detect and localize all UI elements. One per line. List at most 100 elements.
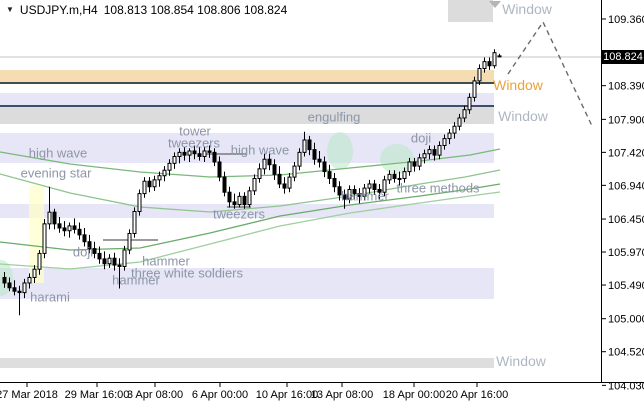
- candle-body: [347, 188, 352, 200]
- chart-symbol-period: USDJPY.m,H4: [19, 3, 98, 17]
- candle-body: [482, 61, 487, 69]
- candle-body: [327, 171, 332, 179]
- candle-body: [17, 290, 22, 294]
- price-zone-band: [0, 105, 494, 107]
- candle-body: [82, 234, 87, 243]
- candle-body: [342, 194, 347, 200]
- candle-body: [222, 176, 227, 193]
- candle-body: [192, 150, 197, 155]
- candle-body: [167, 162, 172, 171]
- candle-body: [117, 264, 122, 267]
- price-axis-label: 104.520: [608, 347, 644, 359]
- candle-body: [92, 248, 97, 254]
- candle-body: [97, 252, 102, 260]
- candle-body: [292, 165, 297, 178]
- price-zone-band: [448, 0, 493, 22]
- candle-body: [202, 150, 207, 157]
- candle-body: [122, 249, 127, 267]
- candle-body: [432, 149, 437, 156]
- chart-title-bar: ▼ USDJPY.m,H4 108.813 108.854 108.806 10…: [6, 3, 287, 17]
- price-zone-band: [0, 107, 494, 124]
- candle-body: [442, 138, 447, 146]
- candle-body: [147, 180, 152, 188]
- highlight-column: [29, 186, 44, 283]
- candle-body: [272, 164, 277, 175]
- candle-body: [282, 183, 287, 189]
- candle-body: [232, 201, 237, 206]
- candle-body: [337, 186, 342, 196]
- candle-body: [197, 153, 202, 157]
- candle-body: [132, 210, 137, 234]
- candle-body: [267, 158, 272, 166]
- candle-body: [487, 61, 492, 67]
- candle-body: [62, 227, 67, 232]
- candle-body: [302, 139, 307, 153]
- price-axis-label: 105.000: [608, 314, 644, 326]
- candle-body: [372, 183, 377, 190]
- candle-body: [457, 117, 462, 127]
- candle-body: [207, 150, 212, 153]
- candle-body: [352, 188, 357, 195]
- price-zone-band: [0, 268, 494, 299]
- candle-body: [402, 171, 407, 179]
- candle-body: [322, 161, 327, 173]
- time-axis-label: 20 Apr 16:00: [446, 389, 508, 401]
- price-axis-label: 104.030: [608, 380, 644, 392]
- candle-body: [362, 187, 367, 197]
- candle-body: [492, 52, 497, 67]
- candle-body: [397, 177, 402, 180]
- candle-body: [392, 173, 397, 179]
- candle-body: [262, 158, 267, 170]
- candle-body: [2, 276, 7, 284]
- chart-shift-marker[interactable]: [489, 1, 501, 8]
- pattern-highlight-ellipse: [380, 144, 414, 174]
- candle-body: [317, 158, 322, 163]
- candle-body: [312, 149, 317, 160]
- candle-body: [187, 150, 192, 156]
- candle-body: [102, 258, 107, 265]
- candle-body: [472, 80, 477, 98]
- moving-average-line: [0, 191, 501, 270]
- candle-body: [247, 190, 252, 206]
- candle-body: [242, 195, 247, 206]
- candle-body: [277, 173, 282, 185]
- price-zone-band: [0, 70, 494, 83]
- candle-body: [22, 282, 27, 294]
- price-axis-label: 105.970: [608, 247, 644, 259]
- candle-body: [237, 195, 242, 206]
- time-axis-label: 3 Apr 08:00: [127, 389, 183, 401]
- candle-body: [182, 151, 187, 156]
- time-axis-label: 29 Mar 16:00: [65, 389, 130, 401]
- price-axis-label: 109.360: [608, 14, 644, 26]
- pattern-highlight-ellipse: [327, 132, 353, 170]
- forecast-dashed-line: [507, 20, 593, 127]
- candle-body: [37, 252, 42, 270]
- candle-body: [437, 144, 442, 156]
- candle-body: [157, 175, 162, 181]
- symbol-dropdown-icon[interactable]: ▼: [6, 5, 14, 14]
- candle-body: [127, 232, 132, 251]
- candle-body: [407, 161, 412, 173]
- candle-body: [87, 241, 92, 250]
- price-axis-label: 107.900: [608, 114, 644, 126]
- candle-body: [12, 287, 17, 292]
- candle-body: [287, 176, 292, 189]
- candle-body: [47, 211, 52, 225]
- moving-average-line: [0, 169, 501, 213]
- candle-body: [32, 268, 37, 278]
- candle-body: [452, 125, 457, 134]
- candle-body: [227, 191, 232, 203]
- candle-body: [382, 179, 387, 193]
- candle-body: [212, 151, 217, 163]
- candle-body: [252, 177, 257, 192]
- candle-body: [137, 193, 142, 212]
- candle-body: [497, 55, 502, 58]
- candle-body: [162, 169, 167, 177]
- candle-body: [477, 67, 482, 82]
- candle-body: [217, 161, 222, 178]
- candle-body: [7, 282, 12, 289]
- price-zone-band: [0, 82, 494, 84]
- price-zone-band: [0, 358, 494, 368]
